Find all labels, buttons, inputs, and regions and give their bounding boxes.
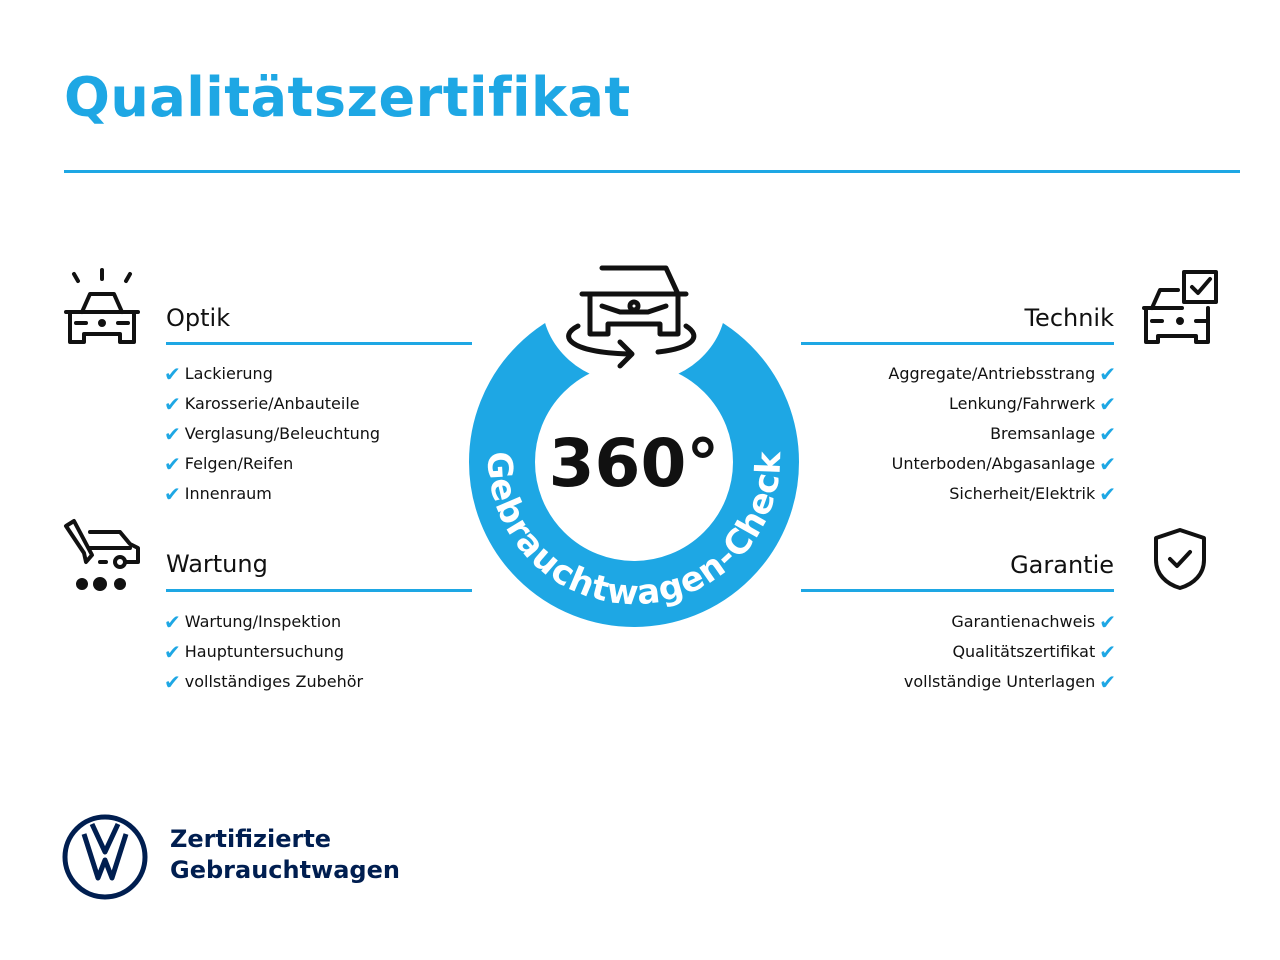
section-title-optik: Optik bbox=[166, 304, 231, 332]
check-icon: ✔ bbox=[164, 640, 181, 664]
list-item: Unterboden/Abgasanlage ✔ bbox=[888, 449, 1116, 479]
service-van-icon bbox=[64, 519, 140, 591]
check-icon: ✔ bbox=[1099, 640, 1116, 664]
technik-list: Aggregate/Antriebsstrang ✔ Lenkung/Fahrwe… bbox=[888, 359, 1116, 509]
item-label: Bremsanlage bbox=[990, 424, 1096, 443]
item-label: vollständiges Zubehör bbox=[184, 672, 364, 691]
check-icon: ✔ bbox=[1099, 392, 1116, 416]
item-label: Lenkung/Fahrwerk bbox=[948, 394, 1096, 413]
optik-list: ✔ Lackierung ✔ Karosserie/Anbauteile ✔ Verg… bbox=[164, 359, 380, 509]
list-item: Bremsanlage ✔ bbox=[888, 419, 1116, 449]
item-label: vollständige Unterlagen bbox=[903, 672, 1096, 691]
list-item: Aggregate/Antriebsstrang ✔ bbox=[888, 359, 1116, 389]
wartung-divider bbox=[166, 589, 472, 592]
wartung-list: ✔ Wartung/Inspektion ✔ Hauptuntersuchung ✔… bbox=[164, 607, 363, 697]
item-label: Garantienachweis bbox=[951, 612, 1096, 631]
item-label: Innenraum bbox=[184, 484, 272, 503]
list-item: vollständige Unterlagen ✔ bbox=[904, 667, 1116, 697]
garantie-list: Garantienachweis ✔ Qualitätszertifikat ✔ v… bbox=[904, 607, 1116, 697]
gebrauchtwagen-check-badge: 360° Gebrauchtwagen-Check bbox=[469, 250, 799, 627]
list-item: ✔ Karosserie/Anbauteile bbox=[164, 389, 380, 419]
list-item: ✔ Innenraum bbox=[164, 479, 380, 509]
list-item: ✔ vollständiges Zubehör bbox=[164, 667, 363, 697]
item-label: Hauptuntersuchung bbox=[184, 642, 344, 661]
list-item: Qualitätszertifikat ✔ bbox=[904, 637, 1116, 667]
check-icon: ✔ bbox=[164, 452, 181, 476]
list-item: ✔ Wartung/Inspektion bbox=[164, 607, 363, 637]
car-rotate-icon bbox=[566, 265, 697, 369]
check-icon: ✔ bbox=[164, 362, 181, 386]
shield-check-icon bbox=[1154, 528, 1206, 590]
list-item: ✔ Verglasung/Beleuchtung bbox=[164, 419, 380, 449]
title-divider bbox=[64, 170, 1240, 173]
list-item: ✔ Lackierung bbox=[164, 359, 380, 389]
check-icon: ✔ bbox=[1099, 422, 1116, 446]
check-icon: ✔ bbox=[1099, 610, 1116, 634]
item-label: Felgen/Reifen bbox=[184, 454, 294, 473]
optik-divider bbox=[166, 342, 472, 345]
item-label: Aggregate/Antriebsstrang bbox=[888, 364, 1096, 383]
check-icon: ✔ bbox=[1099, 362, 1116, 386]
list-item: ✔ Hauptuntersuchung bbox=[164, 637, 363, 667]
badge-value: 360° bbox=[549, 425, 720, 502]
car-lights-icon bbox=[64, 268, 140, 344]
page-title: Qualitätszertifikat bbox=[64, 66, 631, 129]
check-icon: ✔ bbox=[164, 422, 181, 446]
check-icon: ✔ bbox=[164, 392, 181, 416]
item-label: Verglasung/Beleuchtung bbox=[184, 424, 381, 443]
list-item: Garantienachweis ✔ bbox=[904, 607, 1116, 637]
brand-text: Zertifizierte Gebrauchtwagen bbox=[170, 824, 400, 886]
list-item: ✔ Felgen/Reifen bbox=[164, 449, 380, 479]
item-label: Lackierung bbox=[184, 364, 273, 383]
item-label: Unterboden/Abgasanlage bbox=[891, 454, 1096, 473]
brand-line-2: Gebrauchtwagen bbox=[170, 856, 400, 884]
list-item: Sicherheit/Elektrik ✔ bbox=[888, 479, 1116, 509]
list-item: Lenkung/Fahrwerk ✔ bbox=[888, 389, 1116, 419]
item-label: Karosserie/Anbauteile bbox=[184, 394, 360, 413]
check-icon: ✔ bbox=[164, 482, 181, 506]
check-icon: ✔ bbox=[164, 610, 181, 634]
item-label: Qualitätszertifikat bbox=[952, 642, 1096, 661]
technik-divider bbox=[801, 342, 1114, 345]
check-icon: ✔ bbox=[1099, 670, 1116, 694]
section-title-technik: Technik bbox=[1024, 304, 1114, 332]
item-label: Sicherheit/Elektrik bbox=[949, 484, 1096, 503]
check-icon: ✔ bbox=[164, 670, 181, 694]
brand-line-1: Zertifizierte bbox=[170, 825, 332, 853]
check-icon: ✔ bbox=[1099, 452, 1116, 476]
vw-logo bbox=[62, 814, 148, 900]
item-label: Wartung/Inspektion bbox=[184, 612, 342, 631]
section-title-wartung: Wartung bbox=[166, 550, 268, 578]
car-checklist-icon bbox=[1142, 270, 1218, 344]
section-title-garantie: Garantie bbox=[1010, 551, 1114, 579]
garantie-divider bbox=[801, 589, 1114, 592]
check-icon: ✔ bbox=[1099, 482, 1116, 506]
